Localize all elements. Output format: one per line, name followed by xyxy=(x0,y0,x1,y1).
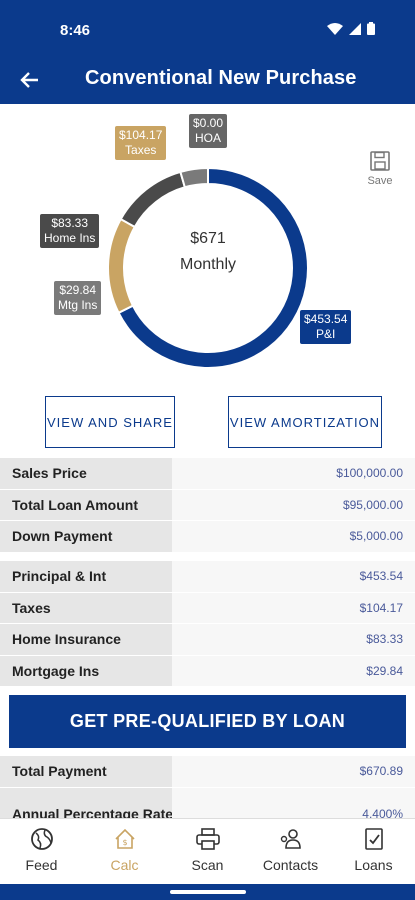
row-label: Total Payment xyxy=(0,756,172,787)
nav-contacts[interactable]: Contacts xyxy=(249,819,332,884)
row-label: Down Payment xyxy=(0,521,172,552)
tag-taxes: $104.17 Taxes xyxy=(115,126,167,160)
tag-hoa-amount: $0.00 xyxy=(193,116,224,130)
tag-pi: $453.54 P&I xyxy=(300,310,352,344)
page-title: Conventional New Purchase xyxy=(85,67,357,89)
table-row: Principal & Int $453.54 xyxy=(0,561,415,593)
tag-mtg-ins-amount: $29.84 xyxy=(59,283,97,297)
table-row: Down Payment $5,000.00 xyxy=(0,521,415,553)
table-row: Mortgage Ins $29.84 xyxy=(0,655,415,687)
tag-mtg-ins: $29.84 Mtg Ins xyxy=(54,281,102,315)
tag-taxes-label: Taxes xyxy=(125,143,157,157)
arrow-left-icon xyxy=(20,72,38,88)
app-bar: Conventional New Purchase xyxy=(0,56,415,104)
get-prequalified-button[interactable]: GET PRE-QUALIFIED BY LOAN xyxy=(9,695,406,748)
nav-calc[interactable]: $ Calc xyxy=(83,819,166,884)
row-label: Principal & Int xyxy=(0,561,172,592)
tag-hoa: $0.00 HOA xyxy=(189,114,228,148)
tag-home-ins-label: Home Ins xyxy=(44,231,96,245)
row-label: Taxes xyxy=(0,592,172,623)
table-row: Sales Price $100,000.00 xyxy=(0,458,415,490)
row-value: $83.33 xyxy=(172,624,415,655)
tag-pi-amount: $453.54 xyxy=(304,312,348,326)
payment-table: Principal & Int $453.54 Taxes $104.17 Home… xyxy=(0,561,415,687)
row-value: $29.84 xyxy=(172,655,415,686)
row-label: Total Loan Amount xyxy=(0,489,172,520)
home-handle[interactable] xyxy=(170,890,246,894)
nav-label: Loans xyxy=(354,857,393,873)
save-label: Save xyxy=(367,175,393,187)
tag-home-ins-amount: $83.33 xyxy=(51,216,89,230)
monthly-label: Monthly xyxy=(179,256,237,273)
status-bar: 8:46 xyxy=(0,0,415,56)
nav-label: Scan xyxy=(191,857,224,873)
loan-table: Sales Price $100,000.00 Total Loan Amount… xyxy=(0,458,415,553)
contacts-icon xyxy=(280,829,301,849)
bottom-nav: Feed $ Calc Scan Contacts Loans xyxy=(0,818,415,884)
table-row: Total Payment $670.89 xyxy=(0,756,415,788)
signal-icon xyxy=(349,22,361,35)
system-nav-bar xyxy=(0,884,415,900)
nav-label: Calc xyxy=(110,857,139,873)
donut-slice-taxes xyxy=(107,217,137,315)
nav-label: Feed xyxy=(25,857,58,873)
svg-text:$: $ xyxy=(122,838,127,847)
status-time: 8:46 xyxy=(60,22,91,39)
row-value: $5,000.00 xyxy=(172,521,415,552)
total-table: Total Payment $670.89 Annual Percentage R… xyxy=(0,756,415,822)
save-icon xyxy=(370,151,390,171)
tag-home-ins: $83.33 Home Ins xyxy=(40,214,100,248)
printer-icon xyxy=(195,828,220,850)
row-value: $95,000.00 xyxy=(172,489,415,520)
row-label: Annual Percentage Rate xyxy=(0,787,173,822)
table-row: Home Insurance $83.33 xyxy=(0,624,415,656)
view-and-share-button[interactable]: VIEW AND SHARE xyxy=(45,396,175,448)
tag-mtg-ins-label: Mtg Ins xyxy=(58,298,98,312)
table-row: Total Loan Amount $95,000.00 xyxy=(0,489,415,521)
back-button[interactable] xyxy=(14,64,46,96)
tag-pi-label: P&I xyxy=(316,327,336,341)
row-label: Sales Price xyxy=(0,458,172,489)
status-icons xyxy=(327,22,375,35)
nav-feed[interactable]: Feed xyxy=(0,819,83,884)
nav-label: Contacts xyxy=(262,857,319,873)
document-check-icon xyxy=(364,828,383,850)
tag-hoa-label: HOA xyxy=(195,131,222,145)
globe-icon xyxy=(30,828,53,850)
row-label: Home Insurance xyxy=(0,624,172,655)
save-button[interactable]: Save xyxy=(365,150,395,187)
row-value: 4.400% xyxy=(172,787,415,821)
battery-icon xyxy=(367,22,375,35)
calc-house-icon: $ xyxy=(114,828,135,849)
table-row: Taxes $104.17 xyxy=(0,592,415,624)
nav-loans[interactable]: Loans xyxy=(332,819,415,884)
monthly-amount: $671 xyxy=(190,230,226,247)
wifi-icon xyxy=(327,22,343,35)
row-label: Mortgage Ins xyxy=(0,655,172,686)
payment-chart: $671 Monthly $453.54 P&I $104.17 Taxes $… xyxy=(0,104,415,384)
tag-taxes-amount: $104.17 xyxy=(119,128,163,142)
donut-slice-mtg-ins xyxy=(179,166,209,189)
row-value: $670.89 xyxy=(172,756,415,787)
donut-chart xyxy=(107,166,309,369)
table-row: Annual Percentage Rate 4.400% xyxy=(0,787,415,822)
nav-scan[interactable]: Scan xyxy=(166,819,249,884)
row-value: $104.17 xyxy=(172,592,415,623)
view-amortization-button[interactable]: VIEW AMORTIZATION xyxy=(228,396,382,448)
row-value: $100,000.00 xyxy=(172,458,415,489)
donut-slice-home-ins xyxy=(119,170,187,229)
row-value: $453.54 xyxy=(172,561,415,592)
